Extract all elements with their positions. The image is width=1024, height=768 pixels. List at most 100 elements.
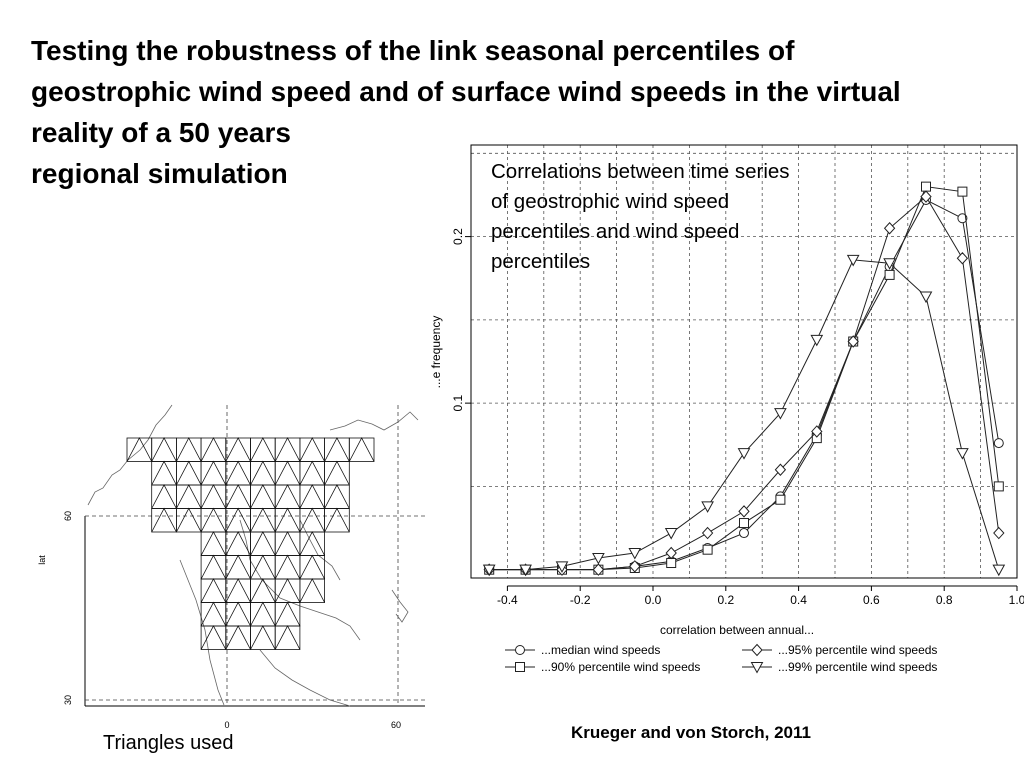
data-point — [883, 258, 896, 270]
grid-triangle — [250, 484, 276, 509]
grid-cell — [299, 484, 325, 509]
grid-cell — [274, 484, 301, 509]
legend-item: ...95% percentile wind speeds — [742, 643, 937, 657]
data-point — [628, 548, 642, 560]
data-point — [847, 335, 859, 348]
grid-cell — [225, 625, 251, 650]
grid-triangle — [324, 437, 350, 462]
legend-label: ...median wind speeds — [541, 643, 660, 657]
slide-title: Testing the robustness of the link seaso… — [31, 30, 991, 194]
grid-triangle — [200, 460, 227, 486]
data-point — [846, 254, 860, 267]
grid-cell — [274, 578, 301, 603]
grid-triangle — [151, 437, 177, 462]
grid-cell — [175, 437, 202, 462]
grid-cell — [200, 602, 227, 627]
grid-cell — [299, 508, 325, 533]
grid-triangle — [324, 460, 350, 486]
grid-cell — [151, 437, 177, 462]
grid-triangle — [176, 460, 202, 486]
grid-cell — [299, 437, 325, 462]
grid-triangle — [176, 507, 202, 533]
grid-triangle — [250, 625, 276, 650]
grid-cell — [274, 625, 301, 650]
data-point — [957, 186, 968, 197]
data-point — [592, 553, 605, 565]
title-line-4: regional simulation — [31, 158, 288, 189]
y-tick-label: 0.1 — [451, 394, 465, 411]
grid-triangle — [299, 578, 325, 603]
grid-cell — [324, 484, 350, 509]
triangle-map: 60 30 lat 0 60 — [37, 404, 425, 730]
coastline — [329, 411, 419, 431]
data-point — [702, 544, 713, 555]
grid-cell — [225, 484, 251, 509]
x-tick-label: 0.2 — [717, 593, 734, 607]
grid-triangle — [250, 578, 276, 603]
data-point — [920, 190, 932, 203]
grid-triangle — [225, 484, 251, 509]
coastline — [259, 649, 351, 707]
legend-marker — [515, 645, 525, 655]
x-tick-label: -0.2 — [570, 593, 591, 607]
grid-cell — [348, 437, 375, 462]
grid-cell — [250, 461, 276, 486]
grid-triangle — [176, 484, 202, 509]
chart-legend: ...median wind speeds ...90% percentile w… — [505, 643, 937, 674]
data-point — [665, 546, 677, 560]
grid-triangle — [250, 531, 276, 556]
grid-cell — [250, 531, 276, 556]
data-point — [738, 505, 750, 518]
map-lat-tick: 60 — [63, 511, 73, 521]
title-line-3: reality of a 50 years — [31, 117, 291, 148]
data-point — [482, 564, 496, 577]
x-tick-label: 0.0 — [645, 593, 662, 607]
grid-cell — [225, 508, 251, 533]
legend-marker — [750, 662, 764, 674]
grid-cell — [225, 602, 251, 627]
grid-cell — [324, 508, 350, 533]
data-point — [956, 252, 969, 265]
grid-triangle — [324, 507, 350, 533]
title-line-2: geostrophic wind speed and of surface wi… — [31, 76, 901, 107]
grid-triangle — [274, 531, 301, 556]
chart-grid — [471, 145, 1017, 578]
grid-triangle — [200, 437, 227, 462]
coastline — [179, 559, 225, 706]
x-tick-label: 0.4 — [790, 593, 807, 607]
plot-frame — [470, 144, 1018, 579]
grid-cell — [151, 484, 177, 509]
grid-triangle — [299, 507, 325, 533]
grid-triangle — [225, 437, 251, 462]
grid-triangle — [200, 578, 227, 603]
x-tick-label: 0.8 — [936, 593, 953, 607]
series-triangle-down — [482, 254, 1006, 577]
data-point — [992, 564, 1006, 577]
grid-triangle — [299, 554, 325, 580]
data-point — [739, 518, 749, 529]
data-point — [993, 526, 1005, 540]
data-point — [810, 334, 824, 347]
grid-triangle — [225, 531, 251, 556]
grid-triangle — [250, 554, 276, 580]
grid-triangle — [274, 460, 301, 486]
grid-triangle — [225, 625, 251, 650]
map-lat-label: lat — [37, 555, 47, 565]
grid-cell — [274, 531, 301, 556]
grid-cell — [274, 602, 301, 627]
map-lon-tick: 0 — [224, 720, 229, 730]
data-point — [774, 463, 787, 476]
grid-cell — [250, 602, 276, 627]
grid-cell — [200, 555, 227, 580]
grid-triangle — [200, 484, 227, 509]
grid-triangle — [274, 601, 301, 627]
grid-cell — [151, 508, 177, 533]
data-point — [774, 408, 787, 420]
grid-cell — [175, 508, 202, 533]
data-point — [993, 481, 1004, 492]
grid-triangle — [250, 507, 276, 533]
data-point — [739, 528, 749, 539]
grid-cell — [225, 461, 251, 486]
legend-item: ...median wind speeds — [505, 643, 660, 657]
data-point — [919, 291, 933, 304]
